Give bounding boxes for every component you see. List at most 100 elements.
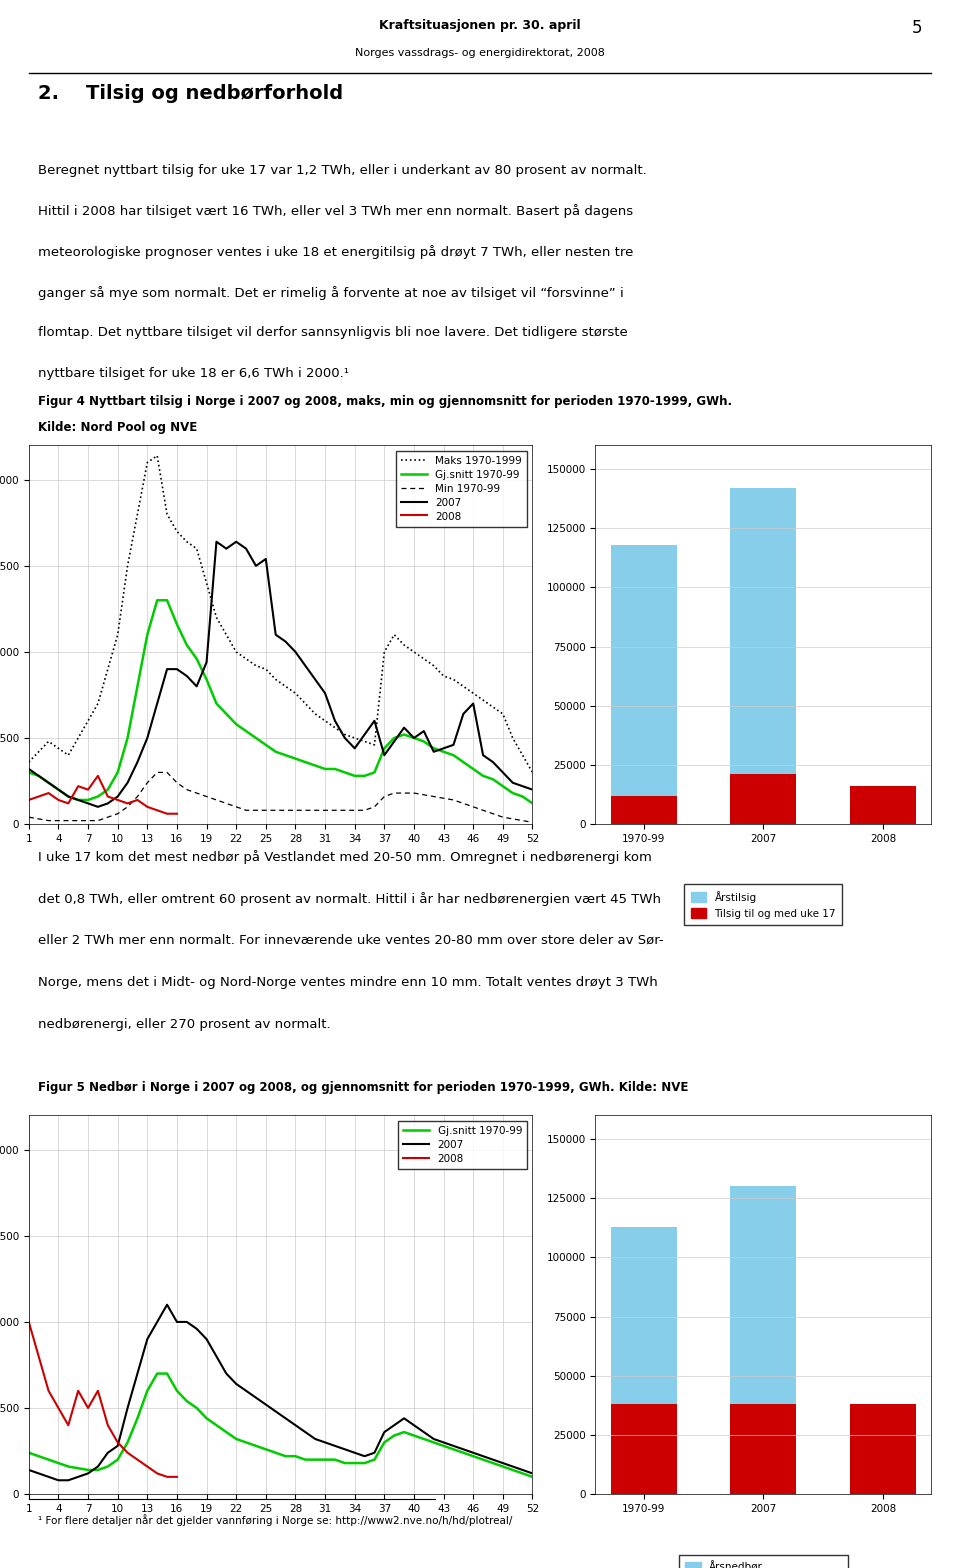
Line: 2007: 2007 bbox=[29, 543, 533, 808]
2008 bbox=[102, 1416, 113, 1435]
Text: det 0,8 TWh, eller omtrent 60 prosent av normalt. Hittil i år har nedbørenergien: det 0,8 TWh, eller omtrent 60 prosent av… bbox=[37, 892, 660, 906]
Gj.snitt 1970-99 bbox=[210, 1416, 222, 1435]
2008 bbox=[33, 1347, 44, 1366]
2007 bbox=[23, 759, 35, 778]
2007 bbox=[279, 632, 291, 651]
2007 bbox=[62, 787, 74, 806]
2007 bbox=[309, 1430, 321, 1449]
Min 1970-99 bbox=[210, 790, 222, 809]
Line: Maks 1970-1999: Maks 1970-1999 bbox=[29, 456, 533, 773]
2007 bbox=[23, 1460, 35, 1479]
2007 bbox=[221, 1364, 232, 1383]
Gj.snitt 1970-99 bbox=[270, 742, 281, 760]
Legend: Gj.snitt 1970-99, 2007, 2008: Gj.snitt 1970-99, 2007, 2008 bbox=[398, 1121, 527, 1170]
Gj.snitt 1970-99 bbox=[152, 591, 163, 610]
2007 bbox=[348, 1443, 360, 1461]
2008 bbox=[62, 793, 74, 812]
Text: flomtap. Det nyttbare tilsiget vil derfor sannsynligvis bli noe lavere. Det tidl: flomtap. Det nyttbare tilsiget vil derfo… bbox=[37, 326, 628, 339]
Gj.snitt 1970-99 bbox=[339, 764, 350, 782]
Text: meteorologiske prognoser ventes i uke 18 et energitilsig på drøyt 7 TWh, eller n: meteorologiske prognoser ventes i uke 18… bbox=[37, 245, 634, 259]
Text: 2.    Tilsig og nedbørforhold: 2. Tilsig og nedbørforhold bbox=[37, 83, 343, 102]
2007 bbox=[53, 1471, 64, 1490]
2008 bbox=[23, 790, 35, 809]
Maks 1970-1999 bbox=[152, 447, 163, 466]
Min 1970-99 bbox=[62, 811, 74, 829]
Gj.snitt 1970-99 bbox=[497, 1457, 509, 1475]
2007 bbox=[72, 1468, 84, 1486]
2008 bbox=[92, 1381, 104, 1400]
Text: Kraftsituasjonen pr. 30. april: Kraftsituasjonen pr. 30. april bbox=[379, 19, 581, 31]
Min 1970-99 bbox=[152, 764, 163, 782]
Bar bbox=[731, 1187, 796, 1403]
Min 1970-99 bbox=[359, 801, 371, 820]
2008 bbox=[141, 798, 153, 817]
Line: Gj.snitt 1970-99: Gj.snitt 1970-99 bbox=[29, 1374, 533, 1477]
2008 bbox=[152, 1465, 163, 1483]
Text: ganger så mye som normalt. Det er rimelig å forvente at noe av tilsiget vil “for: ganger så mye som normalt. Det er rimeli… bbox=[37, 285, 624, 299]
2008 bbox=[72, 776, 84, 795]
Min 1970-99 bbox=[527, 812, 539, 831]
2007 bbox=[279, 1410, 291, 1428]
Line: 2008: 2008 bbox=[29, 776, 177, 814]
Maks 1970-1999 bbox=[497, 704, 509, 723]
2008 bbox=[141, 1457, 153, 1475]
2007 bbox=[527, 781, 539, 800]
Bar bbox=[611, 795, 677, 825]
2008 bbox=[122, 793, 133, 812]
Maks 1970-1999 bbox=[527, 764, 539, 782]
2007 bbox=[210, 533, 222, 552]
2007 bbox=[161, 1295, 173, 1314]
Text: Figur 5 Nedbør i Norge i 2007 og 2008, og gjennomsnitt for perioden 1970-1999, G: Figur 5 Nedbør i Norge i 2007 og 2008, o… bbox=[37, 1080, 688, 1094]
2008 bbox=[102, 787, 113, 806]
Gj.snitt 1970-99 bbox=[359, 1454, 371, 1472]
2008 bbox=[112, 790, 124, 809]
2008 bbox=[62, 1416, 74, 1435]
Maks 1970-1999 bbox=[339, 724, 350, 743]
Legend: Årstilsig, Tilsig til og med uke 17: Årstilsig, Tilsig til og med uke 17 bbox=[684, 884, 842, 925]
Gj.snitt 1970-99 bbox=[152, 1364, 163, 1383]
Min 1970-99 bbox=[23, 808, 35, 826]
2008 bbox=[132, 790, 143, 809]
Gj.snitt 1970-99 bbox=[527, 793, 539, 812]
Line: Min 1970-99: Min 1970-99 bbox=[29, 773, 533, 822]
2008 bbox=[132, 1450, 143, 1469]
Line: 2007: 2007 bbox=[29, 1305, 533, 1480]
Min 1970-99 bbox=[270, 801, 281, 820]
2008 bbox=[83, 781, 94, 800]
Maks 1970-1999 bbox=[23, 753, 35, 771]
Gj.snitt 1970-99 bbox=[62, 787, 74, 806]
2008 bbox=[43, 1381, 55, 1400]
Bar bbox=[611, 1403, 677, 1494]
Text: Hittil i 2008 har tilsiget vært 16 TWh, eller vel 3 TWh mer enn normalt. Basert : Hittil i 2008 har tilsiget vært 16 TWh, … bbox=[37, 204, 633, 218]
Text: 5: 5 bbox=[912, 19, 923, 36]
Line: Gj.snitt 1970-99: Gj.snitt 1970-99 bbox=[29, 601, 533, 803]
2008 bbox=[83, 1399, 94, 1417]
2008 bbox=[72, 1381, 84, 1400]
Bar bbox=[731, 1403, 796, 1494]
Gj.snitt 1970-99 bbox=[23, 1443, 35, 1461]
2008 bbox=[122, 1443, 133, 1461]
Legend: Årsnedbør, Nedbør til og med uke 17: Årsnedbør, Nedbør til og med uke 17 bbox=[679, 1555, 848, 1568]
Gj.snitt 1970-99 bbox=[497, 776, 509, 795]
Text: Beregnet nyttbart tilsig for uke 17 var 1,2 TWh, eller i underkant av 80 prosent: Beregnet nyttbart tilsig for uke 17 var … bbox=[37, 163, 647, 177]
2007 bbox=[369, 712, 380, 731]
2007 bbox=[309, 670, 321, 688]
2008 bbox=[161, 804, 173, 823]
2008 bbox=[152, 801, 163, 820]
Text: I uke 17 kom det mest nedbør på Vestlandet med 20-50 mm. Omregnet i nedbørenergi: I uke 17 kom det mest nedbør på Vestland… bbox=[37, 850, 652, 864]
2008 bbox=[92, 767, 104, 786]
2008 bbox=[171, 1468, 182, 1486]
Gj.snitt 1970-99 bbox=[62, 1457, 74, 1475]
2007 bbox=[221, 539, 232, 558]
Text: eller 2 TWh mer enn normalt. For inneværende uke ventes 20-80 mm over store dele: eller 2 TWh mer enn normalt. For innevær… bbox=[37, 933, 663, 947]
Maks 1970-1999 bbox=[62, 746, 74, 765]
Gj.snitt 1970-99 bbox=[270, 1443, 281, 1461]
Text: Kilde: Nord Pool og NVE: Kilde: Nord Pool og NVE bbox=[37, 420, 197, 434]
Gj.snitt 1970-99 bbox=[339, 1454, 350, 1472]
2007 bbox=[527, 1465, 539, 1483]
2008 bbox=[53, 1399, 64, 1417]
2008 bbox=[43, 784, 55, 803]
2007 bbox=[92, 798, 104, 817]
2007 bbox=[369, 1443, 380, 1461]
2008 bbox=[161, 1468, 173, 1486]
